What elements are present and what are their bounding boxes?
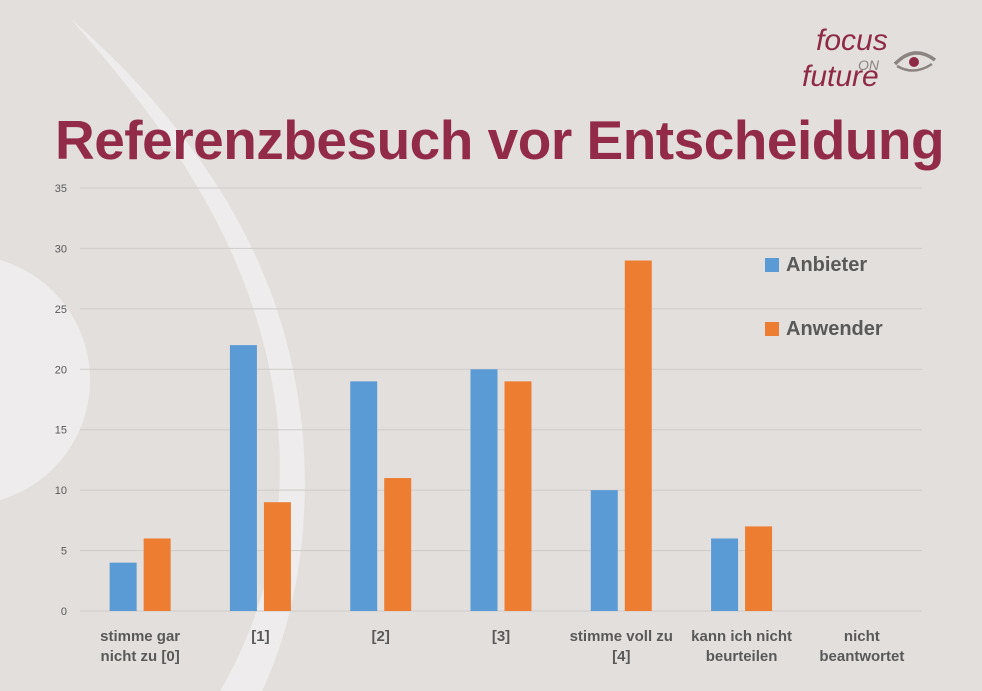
logo-focus-text: focus	[816, 24, 888, 57]
y-tick-label: 15	[55, 425, 67, 437]
legend-swatch-anwender	[765, 322, 779, 336]
y-tick-label: 35	[55, 183, 67, 195]
bar-anbieter-2	[350, 381, 378, 611]
y-tick-label: 5	[61, 546, 67, 558]
bar-anbieter-4	[590, 490, 618, 611]
focus-on-future-logo: focus ON future	[800, 24, 940, 94]
logo-on-text: ON	[858, 57, 879, 73]
y-tick-label: 25	[55, 304, 67, 316]
logo-future-text: future	[802, 60, 879, 93]
x-tick-label: kann ich nicht	[691, 628, 792, 645]
x-tick-label: [2]	[372, 628, 390, 645]
bar-anwender-2	[384, 478, 412, 611]
x-tick-label: beurteilen	[706, 648, 778, 665]
bar-anbieter-0	[109, 562, 137, 611]
bar-anbieter-3	[470, 369, 498, 611]
bar-anwender-0	[143, 538, 171, 611]
legend-label-anbieter: Anbieter	[786, 253, 868, 276]
legend-item-anbieter: Anbieter	[765, 254, 867, 276]
y-tick-label: 20	[55, 364, 67, 376]
y-tick-label: 10	[55, 485, 67, 497]
legend-swatch-anbieter	[765, 258, 779, 272]
bar-anwender-4	[624, 260, 652, 611]
bar-anwender-1	[263, 502, 291, 611]
x-tick-label: beantwortet	[819, 648, 904, 665]
bar-anbieter-5	[711, 538, 739, 611]
eye-icon	[893, 51, 937, 72]
x-tick-label: [1]	[251, 628, 269, 645]
bar-anwender-3	[504, 381, 532, 611]
y-tick-label: 0	[61, 606, 67, 618]
legend-label-anwender: Anwender	[786, 317, 883, 340]
x-tick-label: nicht	[844, 628, 880, 645]
page-title: Referenzbesuch vor Entscheidung	[55, 109, 945, 171]
x-tick-label: nicht zu [0]	[101, 648, 180, 665]
bar-anwender-5	[745, 526, 773, 611]
x-tick-label: [3]	[492, 628, 510, 645]
x-tick-label: [4]	[612, 648, 630, 665]
x-tick-label: stimme voll zu	[570, 628, 673, 645]
bar-anbieter-1	[229, 345, 257, 611]
x-tick-label: stimme gar	[100, 628, 180, 645]
legend-item-anwender: Anwender	[765, 318, 883, 340]
y-tick-label: 30	[55, 243, 67, 255]
